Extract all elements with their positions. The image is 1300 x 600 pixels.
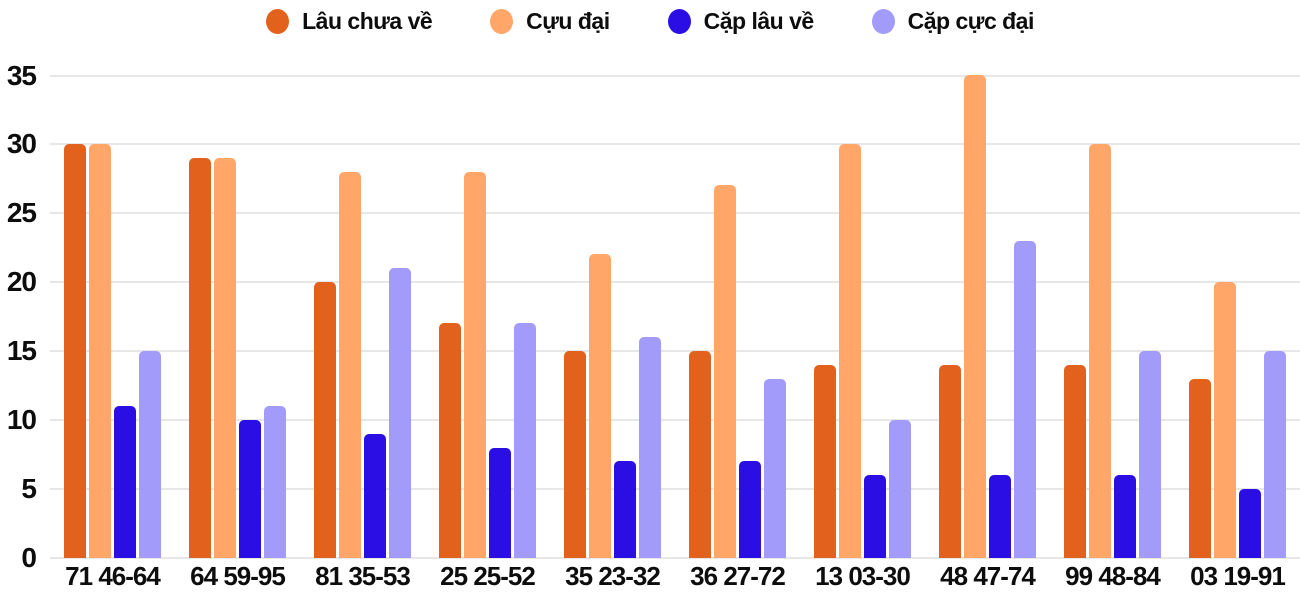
legend-color-dot-icon <box>667 9 691 34</box>
x-tick-label: 71 46-64 <box>65 561 161 591</box>
bar <box>339 171 361 558</box>
bar <box>964 75 986 558</box>
bar <box>189 157 211 558</box>
bar <box>139 351 161 558</box>
bar-group <box>1175 75 1300 558</box>
bar <box>839 144 861 558</box>
x-tick-label: 25 25-52 <box>440 561 536 591</box>
legend-label: Cựu đại <box>526 8 610 34</box>
bar <box>314 282 336 558</box>
bar-group <box>800 75 925 558</box>
bar <box>1264 351 1286 558</box>
gridline-25 <box>50 212 1300 214</box>
y-tick-label: 0 <box>21 542 37 573</box>
bar <box>1064 364 1086 558</box>
bar-group <box>675 75 800 558</box>
bar <box>989 475 1011 558</box>
x-tick-label: 03 19-91 <box>1190 561 1286 591</box>
bar-group <box>925 75 1050 558</box>
legend-color-dot-icon <box>266 9 290 34</box>
gridline-35 <box>50 75 1300 77</box>
bar <box>589 254 611 558</box>
y-tick-label: 10 <box>6 404 37 435</box>
bar <box>439 323 461 558</box>
y-tick-label: 35 <box>6 60 37 91</box>
bar <box>714 185 736 558</box>
y-tick-label: 30 <box>6 128 37 159</box>
y-axis-tick-labels: 0 5 10 15 20 25 30 35 <box>0 60 42 573</box>
bar <box>114 406 136 558</box>
chart-legend: Lâu chưa về Cựu đại Cặp lâu về Cặp cực đại <box>0 8 1300 35</box>
bar <box>739 461 761 558</box>
bar <box>364 433 386 558</box>
bar <box>864 475 886 558</box>
legend-color-dot-icon <box>490 9 514 34</box>
bar <box>89 144 111 558</box>
x-tick-label: 36 27-72 <box>690 561 786 591</box>
x-tick-label: 81 35-53 <box>315 561 411 591</box>
bar <box>939 364 961 558</box>
bar <box>614 461 636 558</box>
plot-area <box>50 75 1300 559</box>
bar <box>1089 144 1111 558</box>
bar <box>214 157 236 558</box>
bar <box>814 364 836 558</box>
bar-groups <box>50 75 1300 558</box>
legend-color-dot-icon <box>871 9 895 34</box>
gridline-0 <box>50 557 1300 559</box>
bar <box>1239 489 1261 558</box>
bar <box>64 144 86 558</box>
x-axis-tick-labels: 71 46-64 64 59-95 81 35-53 25 25-52 35 23-32… <box>50 561 1300 592</box>
gridline-10 <box>50 419 1300 421</box>
legend-item-3[interactable]: Cặp lâu về <box>667 8 815 35</box>
gridline-5 <box>50 488 1300 490</box>
gridline-30 <box>50 143 1300 145</box>
x-tick-label: 48 47-74 <box>940 561 1036 591</box>
legend-item-1[interactable]: Lâu chưa về <box>266 8 433 35</box>
bar <box>764 378 786 558</box>
y-tick-label: 5 <box>21 473 37 504</box>
bar <box>889 420 911 558</box>
bar-group <box>550 75 675 558</box>
y-tick-label: 20 <box>6 266 37 297</box>
x-tick-label: 64 59-95 <box>190 561 286 591</box>
bar <box>389 268 411 558</box>
bar <box>1214 282 1236 558</box>
legend-item-2[interactable]: Cựu đại <box>490 8 610 35</box>
bar <box>1114 475 1136 558</box>
x-tick-label: 99 48-84 <box>1065 561 1161 591</box>
legend-label: Cặp lâu về <box>703 8 815 34</box>
bar <box>1014 240 1036 558</box>
bar-group <box>300 75 425 558</box>
bar-group <box>425 75 550 558</box>
legend-item-4[interactable]: Cặp cực đại <box>871 8 1035 35</box>
bar <box>639 337 661 558</box>
bar <box>514 323 536 558</box>
legend-label: Lâu chưa về <box>302 8 433 34</box>
bar <box>564 351 586 558</box>
bar-group <box>175 75 300 558</box>
gridline-15 <box>50 350 1300 352</box>
bar <box>264 406 286 558</box>
bar <box>464 171 486 558</box>
bar <box>1189 378 1211 558</box>
gridline-20 <box>50 281 1300 283</box>
bar <box>689 351 711 558</box>
bar-group <box>50 75 175 558</box>
x-tick-label: 13 03-30 <box>815 561 911 591</box>
bar <box>1139 351 1161 558</box>
y-tick-label: 15 <box>6 335 37 366</box>
bar <box>239 420 261 558</box>
legend-label: Cặp cực đại <box>907 8 1035 34</box>
x-tick-label: 35 23-32 <box>565 561 661 591</box>
bar <box>489 447 511 558</box>
bar-group <box>1050 75 1175 558</box>
y-tick-label: 25 <box>6 197 37 228</box>
